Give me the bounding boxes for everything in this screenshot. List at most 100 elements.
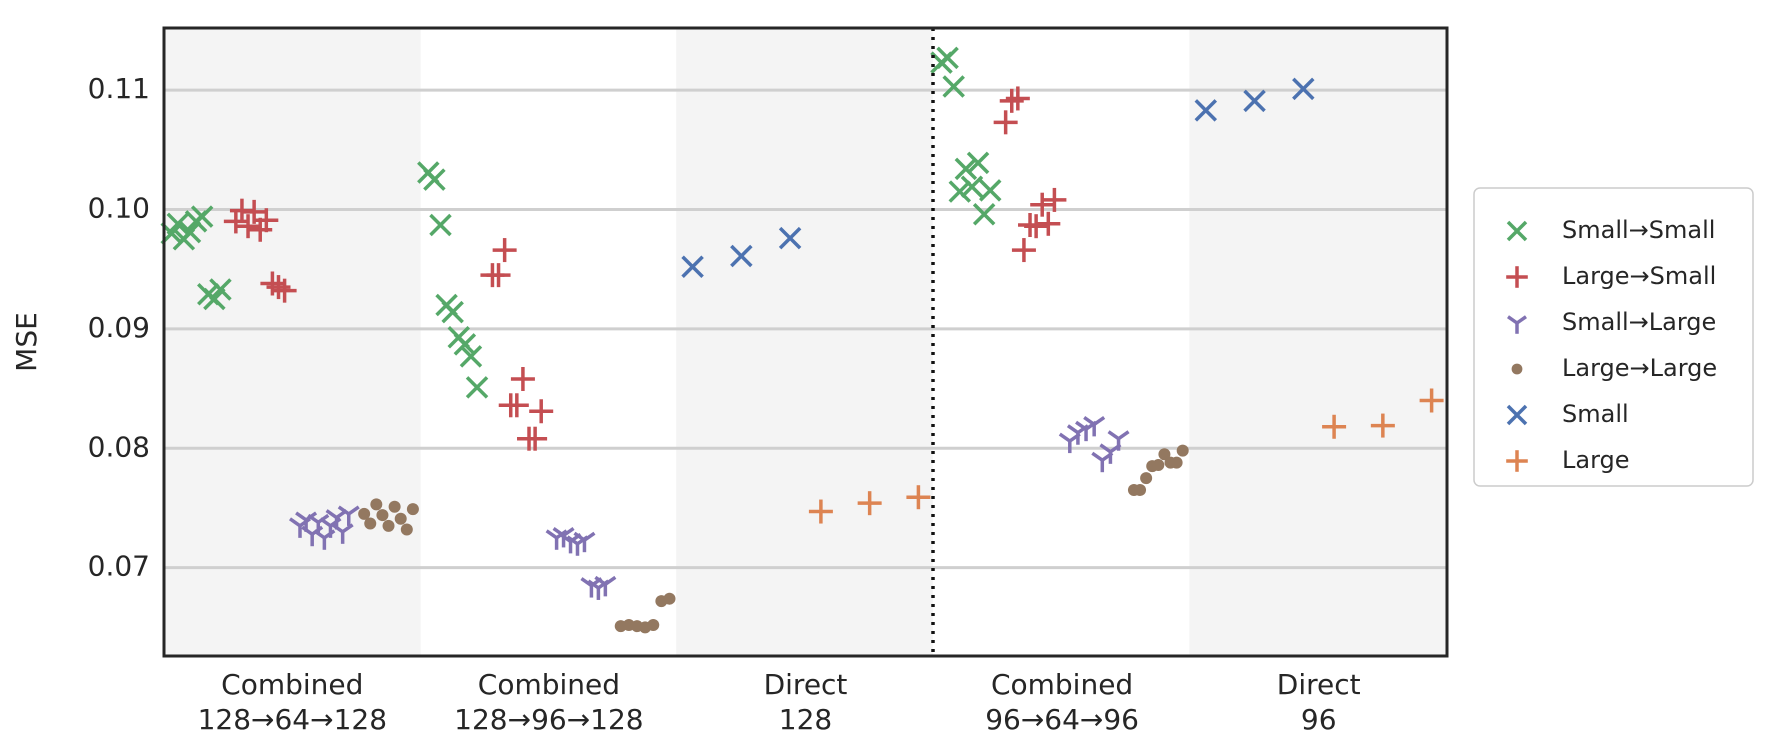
point xyxy=(1419,388,1444,413)
x-tick-label: Direct xyxy=(764,668,848,701)
marker-stroke xyxy=(166,212,190,236)
point xyxy=(178,220,202,244)
point xyxy=(364,517,377,530)
point xyxy=(1176,444,1189,457)
marker-dot xyxy=(364,517,377,530)
legend-marker xyxy=(1506,220,1528,242)
marker-stroke xyxy=(966,151,990,175)
marker-stroke xyxy=(954,157,978,181)
point xyxy=(979,179,1002,202)
marker-stroke xyxy=(190,205,214,228)
point xyxy=(504,393,529,418)
marker-dot xyxy=(1134,484,1147,497)
marker-dot xyxy=(382,519,395,532)
marker-dot xyxy=(376,509,389,522)
point xyxy=(358,507,371,520)
point xyxy=(272,278,297,303)
marker-dot xyxy=(1158,448,1171,461)
marker-stroke xyxy=(1515,315,1528,325)
marker-stroke xyxy=(778,226,802,250)
point xyxy=(209,278,232,301)
point xyxy=(1134,484,1147,497)
y-tick-label: 0.08 xyxy=(88,430,150,463)
marker-stroke xyxy=(1091,451,1104,462)
x-tick-label: 128→96→128 xyxy=(454,703,643,736)
marker-stroke xyxy=(594,575,607,586)
point xyxy=(423,168,446,191)
marker-stroke xyxy=(295,511,308,522)
legend-label: Large→Small xyxy=(1562,262,1716,290)
point xyxy=(1042,187,1067,212)
marker-stroke xyxy=(459,345,483,368)
marker-stroke xyxy=(423,168,446,191)
marker-stroke xyxy=(948,180,972,203)
marker-stroke xyxy=(307,513,320,524)
point xyxy=(486,263,511,288)
legend-marker xyxy=(1506,266,1528,288)
point xyxy=(406,503,419,516)
y-tick-label: 0.11 xyxy=(88,72,150,105)
plot-frame xyxy=(162,26,1449,658)
point xyxy=(1170,456,1183,469)
marker-dot xyxy=(1152,458,1165,471)
marker-stroke xyxy=(441,300,464,324)
legend: Small→Small Large→Small Small→Large Large→L… xyxy=(1506,216,1717,474)
point xyxy=(942,75,965,98)
point xyxy=(388,500,401,513)
y-tick-label: 0.09 xyxy=(88,311,150,344)
marker-dot xyxy=(406,503,419,516)
point xyxy=(1158,448,1171,461)
point xyxy=(1243,89,1266,113)
point xyxy=(260,271,285,296)
y-tick-label: 0.07 xyxy=(88,550,150,583)
y-axis-label: MSE xyxy=(10,312,43,372)
point xyxy=(1011,238,1036,263)
marker-stroke xyxy=(1506,315,1519,325)
legend-marker xyxy=(1511,363,1523,375)
point xyxy=(1107,430,1130,451)
x-tick-label: Combined xyxy=(991,668,1133,701)
marker-stroke xyxy=(942,75,965,98)
point xyxy=(954,157,978,181)
y-tick-label: 0.10 xyxy=(88,191,150,224)
x-tick-label: 96→64→96 xyxy=(985,703,1139,736)
point xyxy=(370,498,383,511)
marker-dot xyxy=(647,618,660,631)
point xyxy=(429,213,452,237)
point xyxy=(459,345,483,368)
marker-stroke xyxy=(972,203,996,226)
x-tick-label: 128→64→128 xyxy=(198,703,387,736)
point xyxy=(254,208,279,233)
point xyxy=(465,376,489,399)
point xyxy=(647,618,660,631)
marker-stroke xyxy=(209,278,232,301)
marker-stroke xyxy=(566,535,579,546)
marker-stroke xyxy=(1066,424,1079,435)
point xyxy=(594,575,617,597)
plot-background xyxy=(164,28,1447,656)
marker-stroke xyxy=(604,575,617,586)
marker-stroke xyxy=(562,526,575,537)
band xyxy=(164,28,421,656)
point xyxy=(1030,192,1055,217)
point xyxy=(1292,77,1315,101)
marker-stroke xyxy=(301,525,314,536)
point xyxy=(730,244,753,268)
point xyxy=(573,531,596,553)
marker-stroke xyxy=(429,213,452,237)
marker-stroke xyxy=(288,517,302,528)
marker-stroke xyxy=(1083,415,1096,426)
band xyxy=(676,28,933,656)
marker-stroke xyxy=(1117,430,1130,441)
point xyxy=(492,238,517,263)
point xyxy=(948,180,972,203)
marker-stroke xyxy=(545,529,558,540)
marker-stroke xyxy=(331,523,344,534)
marker-dot xyxy=(358,507,371,520)
point xyxy=(1322,414,1347,439)
point xyxy=(242,199,267,224)
marker-stroke xyxy=(1506,404,1528,426)
marker-stroke xyxy=(465,376,489,399)
point xyxy=(778,226,802,250)
